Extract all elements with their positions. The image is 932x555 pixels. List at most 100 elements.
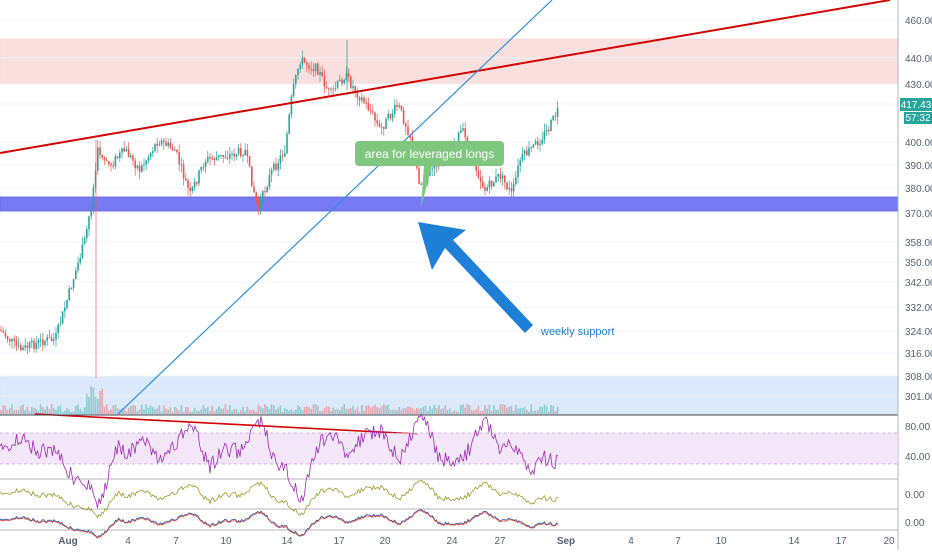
candle-body[interactable] <box>264 191 266 193</box>
candle-body[interactable] <box>493 182 495 187</box>
candle-body[interactable] <box>127 149 130 158</box>
candle-body[interactable] <box>156 143 158 146</box>
candle-body[interactable] <box>174 149 176 151</box>
candle-body[interactable] <box>13 338 15 341</box>
candle-body[interactable] <box>534 141 537 145</box>
candle-body[interactable] <box>178 151 180 165</box>
candle-body[interactable] <box>255 192 257 202</box>
candle-body[interactable] <box>482 181 484 187</box>
candle-body[interactable] <box>248 156 251 167</box>
candle-body[interactable] <box>297 68 299 75</box>
candle-body[interactable] <box>394 104 396 114</box>
candle-body[interactable] <box>506 182 508 190</box>
candle-body[interactable] <box>299 64 301 69</box>
candle-body[interactable] <box>229 153 231 159</box>
candle-body[interactable] <box>141 165 143 172</box>
rsi-divergence-line[interactable] <box>34 413 419 435</box>
weekly-support-zone[interactable] <box>0 196 899 212</box>
candle-body[interactable] <box>231 153 233 155</box>
resistance-zone[interactable] <box>0 38 899 85</box>
candle-body[interactable] <box>240 148 242 157</box>
candle-body[interactable] <box>20 345 22 351</box>
candle-body[interactable] <box>290 96 293 115</box>
candle-body[interactable] <box>2 330 4 333</box>
candle-body[interactable] <box>407 126 409 135</box>
candle-body[interactable] <box>554 115 557 117</box>
candle-body[interactable] <box>288 114 290 134</box>
candle-body[interactable] <box>508 187 510 190</box>
candle-body[interactable] <box>512 184 515 192</box>
candle-body[interactable] <box>136 165 139 169</box>
candle-body[interactable] <box>202 166 205 168</box>
candle-body[interactable] <box>121 148 123 153</box>
candle-body[interactable] <box>365 102 367 104</box>
candle-body[interactable] <box>334 87 337 89</box>
candle-body[interactable] <box>526 150 528 156</box>
candle-body[interactable] <box>57 324 59 333</box>
candle-body[interactable] <box>321 71 323 76</box>
candle-body[interactable] <box>9 339 11 342</box>
candle-body[interactable] <box>163 140 165 142</box>
candle-body[interactable] <box>53 339 55 341</box>
candle-body[interactable] <box>138 165 141 172</box>
candle-body[interactable] <box>332 88 334 90</box>
candle-body[interactable] <box>79 258 81 263</box>
candle-body[interactable] <box>479 177 482 182</box>
candle-body[interactable] <box>409 134 411 138</box>
candle-body[interactable] <box>169 142 172 148</box>
candle-body[interactable] <box>279 155 282 164</box>
candle-body[interactable] <box>77 262 79 271</box>
candle-body[interactable] <box>268 174 271 188</box>
candle-body[interactable] <box>552 115 554 121</box>
candle-body[interactable] <box>110 163 112 166</box>
candle-body[interactable] <box>345 72 348 80</box>
candle-body[interactable] <box>180 164 183 166</box>
candle-body[interactable] <box>99 147 101 156</box>
candle-body[interactable] <box>42 339 44 346</box>
candle-body[interactable] <box>330 88 332 90</box>
candle-body[interactable] <box>325 86 328 89</box>
candle-body[interactable] <box>147 157 150 161</box>
candle-body[interactable] <box>149 153 152 158</box>
candle-body[interactable] <box>75 270 77 280</box>
candle-body[interactable] <box>204 161 207 167</box>
candle-body[interactable] <box>292 84 295 97</box>
candle-body[interactable] <box>550 120 552 132</box>
candle-body[interactable] <box>218 155 220 158</box>
candle-body[interactable] <box>222 154 224 157</box>
candle-body[interactable] <box>462 128 464 131</box>
candle-body[interactable] <box>101 155 103 158</box>
candle-body[interactable] <box>165 141 167 146</box>
candle-body[interactable] <box>270 169 273 175</box>
candle-body[interactable] <box>499 173 502 179</box>
candle-body[interactable] <box>523 150 526 154</box>
candle-body[interactable] <box>244 149 246 156</box>
candle-body[interactable] <box>303 57 306 63</box>
candle-body[interactable] <box>143 164 145 166</box>
candle-body[interactable] <box>209 156 211 159</box>
candle-body[interactable] <box>519 160 521 166</box>
candle-body[interactable] <box>132 155 134 161</box>
candle-body[interactable] <box>90 208 92 217</box>
candle-body[interactable] <box>374 112 376 121</box>
candle-body[interactable] <box>257 201 260 210</box>
lower-zone[interactable] <box>0 375 899 415</box>
candle-body[interactable] <box>475 164 477 171</box>
candle-body[interactable] <box>350 76 352 88</box>
candle-body[interactable] <box>488 180 491 188</box>
candle-body[interactable] <box>347 72 350 77</box>
candle-body[interactable] <box>72 279 75 289</box>
candle-body[interactable] <box>196 181 198 184</box>
candle-body[interactable] <box>171 147 174 151</box>
candle-body[interactable] <box>97 147 99 171</box>
candle-body[interactable] <box>185 178 187 181</box>
candle-body[interactable] <box>26 345 29 349</box>
candle-body[interactable] <box>266 187 268 193</box>
candle-body[interactable] <box>66 299 68 308</box>
candle-body[interactable] <box>61 311 64 324</box>
candle-body[interactable] <box>108 161 110 164</box>
candle-body[interactable] <box>385 118 387 130</box>
candle-body[interactable] <box>515 177 517 185</box>
candle-body[interactable] <box>273 163 275 170</box>
